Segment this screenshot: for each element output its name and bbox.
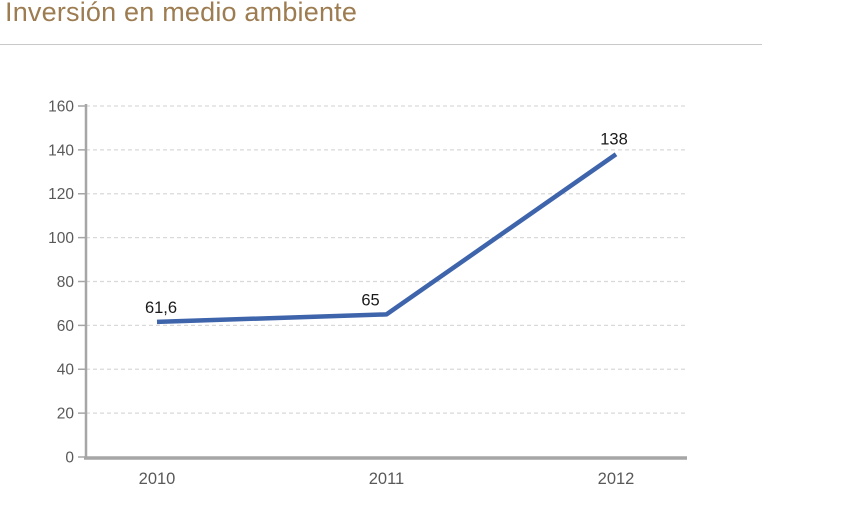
y-axis-label-140: 140 [48,142,74,159]
y-axis-label-0: 0 [65,449,74,466]
y-axis-label-80: 80 [57,274,75,291]
data-label-2011: 65 [361,291,379,309]
y-axis-label-100: 100 [48,230,74,247]
x-axis-label-2012: 2012 [598,470,635,488]
data-label-2012: 138 [600,130,628,148]
y-axis-label-60: 60 [57,318,75,335]
title-divider [0,44,762,45]
y-axis-label-20: 20 [57,406,75,423]
y-axis-label-160: 160 [48,98,74,115]
data-label-2010: 61,6 [145,299,177,317]
x-axis-label-2010: 2010 [139,470,176,488]
page-title: Inversión en medio ambiente [5,0,358,27]
series-line [156,152,618,325]
x-axis-label-2011: 2011 [369,470,404,488]
y-axis-label-40: 40 [57,362,75,379]
y-axis-label-120: 120 [48,186,74,203]
